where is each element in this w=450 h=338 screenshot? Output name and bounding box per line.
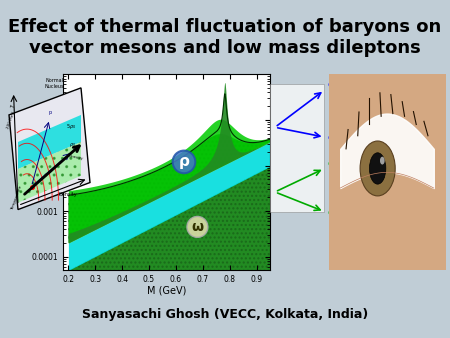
- Text: T: T: [10, 105, 16, 109]
- Ellipse shape: [369, 153, 386, 184]
- Text: $e^+$: $e^+$: [328, 76, 344, 91]
- Text: $\rho$: $\rho$: [75, 146, 80, 154]
- Text: Density: Density: [58, 192, 77, 197]
- Text: $e^-$: $e^-$: [328, 207, 344, 218]
- Text: Sanyasachi Ghosh (VECC, Kolkata, India): Sanyasachi Ghosh (VECC, Kolkata, India): [82, 308, 368, 321]
- Text: Effect of thermal fluctuation of baryons on
vector mesons and low mass dileptons: Effect of thermal fluctuation of baryons…: [9, 18, 441, 56]
- Ellipse shape: [380, 157, 385, 165]
- Polygon shape: [18, 115, 81, 169]
- X-axis label: M (GeV): M (GeV): [147, 286, 186, 296]
- Ellipse shape: [360, 141, 395, 196]
- Text: ρ: ρ: [179, 154, 189, 169]
- Text: Density: Density: [68, 154, 84, 161]
- Polygon shape: [18, 142, 81, 203]
- Text: $\rho_0$: $\rho_0$: [69, 141, 76, 149]
- Text: $e^-$: $e^-$: [328, 132, 344, 143]
- FancyBboxPatch shape: [270, 84, 324, 212]
- Text: Normal
Nucleus: Normal Nucleus: [44, 78, 64, 89]
- Y-axis label: Aρ,ω (GeV)²: Aρ,ω (GeV)²: [21, 147, 30, 198]
- Text: Temperature: Temperature: [10, 185, 22, 211]
- FancyBboxPatch shape: [328, 74, 446, 270]
- Text: $e^+$: $e^+$: [328, 154, 344, 170]
- Text: p: p: [49, 110, 52, 115]
- Polygon shape: [9, 88, 90, 210]
- Text: 200 MeV: 200 MeV: [6, 111, 16, 129]
- Text: 5$\rho_0$: 5$\rho_0$: [66, 122, 76, 131]
- Text: ω: ω: [191, 220, 203, 234]
